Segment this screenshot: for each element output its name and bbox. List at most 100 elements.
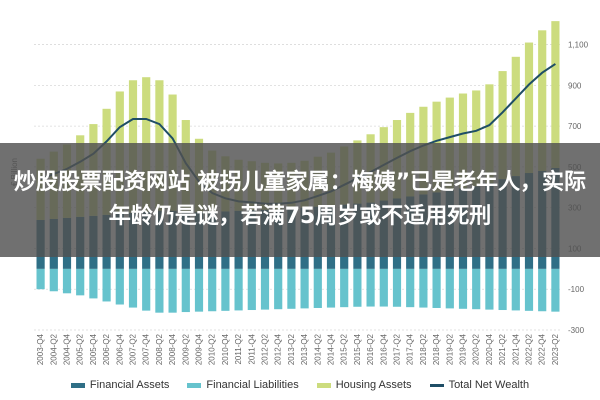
legend-item-housing-assets: Housing Assets — [316, 379, 412, 391]
legend-item-financial-liabilities: Financial Liabilities — [187, 379, 299, 391]
x-tick-label: 2012-Q2 — [261, 333, 270, 365]
banner-text: 炒股股票配资网站 被拐儿童家属：梅姨”已是老年人，实际年龄仍是谜，若满75周岁或… — [13, 170, 587, 229]
x-tick-label: 2007-Q4 — [142, 333, 151, 365]
y-tick-label: -100 — [568, 285, 585, 294]
y-tick-label: 700 — [568, 122, 582, 131]
bar-financial-liabilities — [498, 268, 507, 311]
x-tick-label: 2021-Q2 — [498, 333, 507, 365]
x-tick-label: 2008-Q2 — [155, 333, 164, 365]
bar-financial-liabilities — [274, 268, 283, 310]
bar-housing-assets — [524, 42, 534, 174]
bar-financial-liabilities — [260, 268, 270, 310]
bar-financial-liabilities — [379, 268, 388, 307]
x-tick-label: 2011-Q4 — [247, 333, 256, 364]
x-tick-label: 2015-Q2 — [340, 333, 349, 365]
x-tick-label: 2013-Q4 — [300, 333, 309, 365]
x-tick-label: 2014-Q2 — [313, 333, 322, 365]
bar-financial-liabilities — [340, 268, 349, 308]
x-tick-label: 2004-Q2 — [49, 333, 58, 365]
bar-financial-liabilities — [36, 268, 45, 290]
bar-financial-liabilities — [168, 268, 177, 313]
legend-item-total-net-wealth: Total Net Wealth — [429, 379, 530, 391]
legend-item-financial-assets: Financial Assets — [70, 379, 170, 391]
bar-housing-assets — [511, 56, 520, 177]
legend-swatch-housing-assets — [316, 382, 331, 388]
x-tick-label: 2013-Q2 — [287, 333, 296, 365]
bar-financial-liabilities — [128, 268, 138, 308]
x-tick-label: 2018-Q2 — [419, 333, 428, 365]
x-tick-label: 2017-Q4 — [406, 333, 415, 365]
legend-label-housing-assets: Housing Assets — [335, 379, 412, 391]
x-tick-label: 2011-Q2 — [234, 333, 243, 364]
bar-financial-liabilities — [221, 268, 230, 311]
bar-financial-liabilities — [49, 268, 58, 292]
bar-financial-liabilities — [485, 268, 494, 310]
x-tick-label: 2006-Q4 — [115, 333, 124, 365]
x-tick-label: 2010-Q2 — [208, 333, 217, 365]
bar-financial-liabilities — [115, 268, 124, 305]
bar-financial-liabilities — [102, 268, 111, 302]
x-tick-label: 2012-Q4 — [274, 333, 283, 365]
overlay-banner: 炒股股票配资网站 被拐儿童家属：梅姨”已是老年人，实际年龄仍是谜，若满75周岁或… — [0, 143, 600, 257]
x-tick-label: 2008-Q4 — [168, 333, 177, 365]
bar-financial-liabilities — [392, 268, 402, 307]
x-tick-label: 2010-Q4 — [221, 333, 230, 365]
x-tick-label: 2019-Q4 — [459, 333, 468, 365]
bar-financial-liabilities — [551, 268, 560, 312]
bar-financial-liabilities — [194, 268, 204, 312]
bar-financial-liabilities — [247, 268, 256, 311]
x-tick-label: 2016-Q4 — [379, 333, 388, 365]
bar-financial-liabilities — [300, 268, 309, 309]
bar-financial-liabilities — [538, 268, 547, 312]
bar-housing-assets — [458, 93, 468, 189]
bar-financial-liabilities — [353, 268, 362, 307]
bar-financial-liabilities — [208, 268, 217, 312]
bar-financial-liabilities — [287, 268, 296, 309]
chart-legend: Financial Assets Financial Liabilities H… — [0, 374, 600, 396]
bar-financial-liabilities — [76, 268, 85, 296]
x-tick-label: 2020-Q4 — [485, 333, 494, 365]
x-tick-label: 2021-Q4 — [511, 333, 520, 365]
legend-label-financial-assets: Financial Assets — [89, 379, 170, 391]
legend-swatch-total-net-wealth — [429, 383, 444, 387]
x-tick-label: 2023-Q2 — [551, 333, 560, 365]
y-tick-label: 900 — [568, 81, 582, 90]
bar-financial-liabilities — [472, 268, 481, 310]
bar-housing-assets — [472, 90, 481, 187]
bar-financial-liabilities — [234, 268, 243, 311]
x-tick-label: 2020-Q2 — [472, 333, 481, 365]
bar-housing-assets — [551, 21, 560, 168]
legend-label-total-net-wealth: Total Net Wealth — [448, 379, 530, 391]
x-tick-label: 2022-Q4 — [538, 333, 547, 365]
y-tick-label: 1,100 — [568, 41, 589, 50]
x-tick-label: 2019-Q2 — [445, 333, 454, 365]
bar-financial-liabilities — [142, 268, 151, 311]
bar-financial-liabilities — [313, 268, 322, 308]
x-tick-label: 2016-Q2 — [366, 333, 375, 365]
x-tick-label: 2018-Q4 — [432, 333, 441, 365]
bar-financial-liabilities — [181, 268, 190, 313]
bar-financial-liabilities — [445, 268, 454, 309]
x-tick-label: 2004-Q4 — [63, 333, 72, 365]
bar-housing-assets — [485, 84, 494, 184]
x-tick-label: 2005-Q2 — [76, 333, 85, 365]
x-tick-label: 2005-Q4 — [89, 333, 98, 365]
bar-financial-liabilities — [155, 268, 164, 313]
x-tick-label: 2015-Q4 — [353, 333, 362, 365]
legend-label-financial-liabilities: Financial Liabilities — [206, 379, 299, 391]
x-tick-label: 2006-Q2 — [102, 333, 111, 365]
x-tick-label: 2007-Q2 — [129, 333, 138, 365]
legend-swatch-financial-assets — [70, 382, 85, 388]
x-tick-label: 2022-Q2 — [525, 333, 534, 365]
x-tick-label: 2009-Q4 — [195, 333, 204, 365]
x-tick-label: 2017-Q2 — [393, 333, 402, 365]
legend-swatch-financial-liabilities — [187, 382, 202, 388]
bar-financial-liabilities — [432, 268, 441, 308]
bar-financial-liabilities — [62, 268, 72, 294]
y-tick-label: -300 — [568, 326, 585, 335]
bar-housing-assets — [538, 30, 547, 171]
bar-financial-liabilities — [458, 268, 468, 309]
bar-financial-liabilities — [524, 268, 534, 311]
bar-financial-liabilities — [89, 268, 98, 299]
